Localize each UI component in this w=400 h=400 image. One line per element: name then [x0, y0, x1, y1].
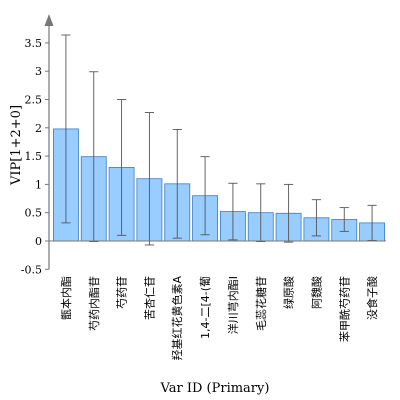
axes-layer: [44, 14, 386, 270]
category-label-3: 芍药苷: [115, 276, 129, 309]
y-tick-label-1: -0.5: [21, 263, 42, 276]
error-bar-9: [283, 183, 294, 243]
category-label-8: 毛蕊花糖苷: [254, 276, 268, 331]
error-bars-layer: [61, 34, 377, 246]
error-bar-11: [339, 207, 349, 232]
y-ticks-layer: -0.5 0 0.5 1 1.5 2 2.5 3 3.5: [21, 37, 49, 276]
category-label-1: 甑本内酯: [59, 276, 73, 320]
error-bar-2: [89, 71, 99, 243]
error-bar-1: [61, 34, 71, 224]
y-axis-arrow-icon: [44, 14, 54, 26]
y-tick-label-6: 2: [35, 122, 42, 135]
category-label-6: 1,4-二[4-(葡: [199, 276, 212, 339]
category-label-10: 阿魏酸: [309, 276, 323, 309]
error-bar-12: [367, 204, 377, 241]
category-labels-layer: 甑本内酯 芍药内酯苷 芍药苷 苦杏仁苷 羟基红花黄色素A 1,4-二[4-(葡 洋川芎内酯I…: [59, 276, 379, 361]
category-label-4: 苦杏仁苷: [142, 276, 156, 320]
error-bar-3: [116, 99, 127, 236]
error-bar-7: [228, 182, 238, 241]
y-tick-label-8: 3: [35, 65, 42, 78]
y-tick-label-4: 1: [35, 178, 42, 191]
y-tick-label-9: 3.5: [25, 37, 43, 50]
error-bar-5: [172, 129, 182, 239]
y-axis-title: VIP[1+2+0]: [9, 105, 24, 186]
y-tick-label-7: 2.5: [25, 94, 43, 107]
bars-layer: [52, 128, 386, 242]
category-label-2: 芍药内酯苷: [87, 276, 101, 331]
error-bar-4: [144, 112, 155, 246]
y-tick-label-2: 0: [35, 235, 42, 248]
category-label-11: 苯甲酰芍药苷: [337, 276, 351, 342]
category-label-12: 没食子酸: [365, 276, 379, 320]
error-bar-6: [200, 156, 210, 236]
x-axis-title: Var ID (Primary): [160, 381, 270, 396]
error-bar-10: [311, 199, 322, 237]
y-tick-label-3: 0.5: [25, 207, 43, 220]
category-label-9: 绿原酸: [282, 276, 296, 309]
category-label-5: 羟基红花黄色素A: [170, 276, 184, 361]
y-tick-label-5: 1.5: [25, 150, 43, 163]
category-label-7: 洋川芎内酯I: [226, 276, 240, 334]
error-bar-8: [256, 183, 266, 243]
